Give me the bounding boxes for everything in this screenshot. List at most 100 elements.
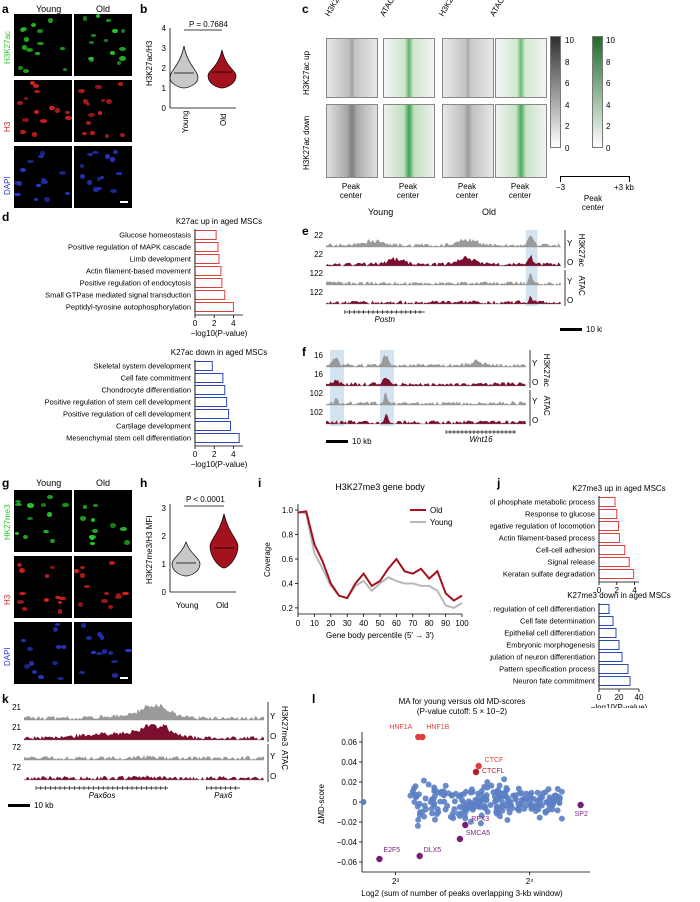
bar-label: Inositol phosphate metabolic process bbox=[490, 497, 595, 506]
panel-c-heatmap bbox=[495, 38, 547, 98]
track-max-label: 16 bbox=[314, 370, 323, 379]
nucleus bbox=[39, 119, 47, 124]
panel-b-ylabel: H3K27ac/H3 bbox=[145, 40, 154, 86]
track-signal bbox=[326, 254, 561, 266]
nucleus bbox=[48, 18, 54, 23]
track-signal bbox=[24, 775, 264, 780]
panel-b-group-old: Old bbox=[219, 114, 228, 126]
nucleus bbox=[17, 562, 23, 567]
nucleus bbox=[31, 670, 37, 675]
nucleus bbox=[34, 90, 40, 94]
data-point bbox=[460, 799, 467, 806]
highlight-region bbox=[380, 350, 394, 426]
scale-tick: 8 bbox=[606, 57, 611, 67]
nucleus bbox=[82, 16, 88, 21]
nucleus bbox=[102, 649, 108, 654]
nucleus bbox=[14, 193, 21, 197]
nucleus bbox=[110, 50, 115, 56]
nucleus bbox=[95, 14, 100, 19]
x-tick-label: 0 bbox=[193, 319, 198, 328]
nucleus bbox=[14, 500, 21, 504]
highlighted-point bbox=[475, 762, 482, 770]
point-label: SP2 bbox=[575, 811, 588, 818]
scale-tick: 2 bbox=[606, 122, 611, 132]
track-max-label: 21 bbox=[12, 723, 21, 732]
panel-h-group-young: Young bbox=[176, 601, 198, 610]
panel-c-old: Old bbox=[482, 207, 497, 217]
nucleus bbox=[108, 650, 113, 655]
track-signal bbox=[24, 755, 264, 760]
nucleus bbox=[15, 502, 23, 506]
nucleus bbox=[62, 68, 68, 72]
bar-label: Positive regulation of cell development bbox=[63, 409, 192, 418]
nucleus bbox=[109, 523, 117, 528]
bar bbox=[194, 254, 220, 264]
scale-bar bbox=[8, 804, 30, 807]
data-point bbox=[536, 814, 543, 821]
nucleus bbox=[38, 154, 44, 158]
nucleus bbox=[64, 191, 70, 196]
data-point bbox=[496, 804, 503, 811]
track-sample-label: O bbox=[567, 258, 573, 267]
nucleus bbox=[109, 561, 115, 566]
nucleus bbox=[111, 673, 119, 678]
nucleus bbox=[79, 173, 85, 179]
x-tick-label: 50 bbox=[376, 619, 385, 628]
nucleus bbox=[99, 635, 104, 640]
track-sample-label: Y bbox=[532, 359, 538, 368]
bar bbox=[194, 230, 217, 240]
track-sample-label: Y bbox=[270, 752, 276, 761]
panel-label-e: e bbox=[302, 224, 309, 238]
nucleus bbox=[80, 573, 85, 578]
micrograph-tile bbox=[14, 622, 72, 684]
panel-b-violin-young bbox=[169, 45, 199, 89]
panel-b-ytick: 0 bbox=[162, 104, 167, 113]
bar bbox=[598, 676, 631, 686]
bar bbox=[598, 545, 626, 555]
nucleus bbox=[97, 110, 102, 116]
bar bbox=[598, 664, 629, 674]
y-tick-label: 0.02 bbox=[341, 778, 357, 787]
micrograph-tile bbox=[74, 622, 132, 684]
scale-bar bbox=[120, 201, 128, 203]
nucleus bbox=[52, 660, 59, 666]
panel-g-row-h3: H3 bbox=[3, 594, 12, 605]
track-sample-label: O bbox=[532, 378, 538, 387]
nucleus bbox=[120, 133, 125, 138]
nucleus bbox=[53, 627, 59, 633]
panel-c-row-down: H3K27ac down bbox=[302, 115, 311, 170]
data-point bbox=[554, 807, 561, 814]
nucleus bbox=[110, 188, 117, 193]
nucleus bbox=[55, 595, 61, 600]
nucleus bbox=[49, 538, 56, 544]
panel-label-a: a bbox=[2, 2, 9, 16]
data-point bbox=[419, 808, 426, 815]
panel-c-header-1: H3K27ac bbox=[323, 0, 348, 19]
point-label: CTCFL bbox=[482, 768, 505, 775]
panel-c-header-3: H3K27ac bbox=[437, 0, 462, 19]
nucleus bbox=[22, 117, 29, 123]
data-point bbox=[430, 796, 437, 803]
nucleus bbox=[89, 58, 95, 62]
track-signal bbox=[326, 295, 561, 304]
nucleus bbox=[62, 644, 67, 650]
nucleus bbox=[36, 28, 44, 33]
data-point bbox=[431, 786, 438, 793]
scale-bar-label: 10 kb bbox=[34, 801, 54, 810]
y-tick-label: −0.04 bbox=[337, 838, 358, 847]
nucleus bbox=[22, 45, 27, 50]
nucleus bbox=[118, 55, 126, 61]
chart-title: K27ac up in aged MSCs bbox=[176, 217, 262, 226]
nucleus bbox=[118, 81, 123, 87]
nucleus bbox=[119, 46, 127, 51]
data-point bbox=[478, 812, 485, 819]
panel-label-k: k bbox=[2, 692, 9, 706]
x-tick-label: 2⁴ bbox=[526, 877, 534, 886]
x-tick-label: 30 bbox=[343, 619, 352, 628]
track-max-label: 122 bbox=[310, 288, 324, 297]
data-point bbox=[490, 789, 497, 796]
panel-b-ytick: 4 bbox=[162, 24, 167, 33]
data-point bbox=[530, 796, 537, 803]
nucleus bbox=[62, 502, 70, 508]
y-tick-label: 1.0 bbox=[282, 506, 294, 515]
